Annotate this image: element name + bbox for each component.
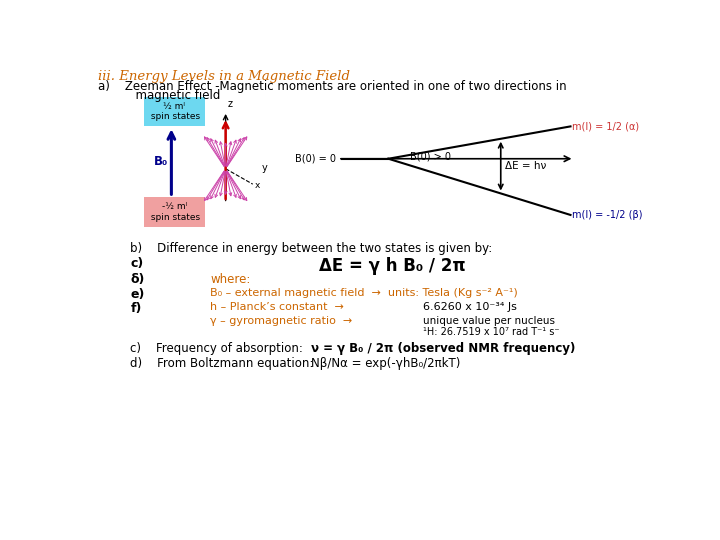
Text: B(0) > 0: B(0) > 0 (410, 151, 451, 161)
Text: B₀ – external magnetic field  →  units: Tesla (Kg s⁻² A⁻¹): B₀ – external magnetic field → units: Te… (210, 288, 518, 298)
Text: h – Planck’s constant  →: h – Planck’s constant → (210, 302, 344, 312)
Text: z: z (228, 99, 233, 110)
Text: iii. Energy Levels in a Magnetic Field: iii. Energy Levels in a Magnetic Field (98, 70, 350, 83)
Text: b)    Difference in energy between the two states is given by:: b) Difference in energy between the two … (130, 242, 492, 255)
Text: γ – gyromagnetic ratio  →: γ – gyromagnetic ratio → (210, 316, 352, 326)
Text: m(I) = -1/2 (β): m(I) = -1/2 (β) (572, 210, 642, 220)
Text: ½ mᴵ
 spin states: ½ mᴵ spin states (148, 102, 201, 122)
Text: Nβ/Nα = exp(-γhB₀/2πkT): Nβ/Nα = exp(-γhB₀/2πkT) (311, 357, 460, 370)
FancyBboxPatch shape (144, 197, 204, 226)
Text: x: x (255, 181, 261, 190)
Text: B(0) = 0: B(0) = 0 (294, 154, 336, 164)
Text: e): e) (130, 288, 145, 301)
Text: where:: where: (210, 273, 251, 286)
Text: ¹H: 26.7519 x 10⁷ rad T⁻¹ s⁻: ¹H: 26.7519 x 10⁷ rad T⁻¹ s⁻ (423, 327, 559, 336)
Text: y: y (262, 163, 268, 173)
Text: ΔE = hν: ΔE = hν (505, 161, 546, 171)
Text: 6.6260 x 10⁻³⁴ Js: 6.6260 x 10⁻³⁴ Js (423, 302, 517, 312)
Text: ν = γ B₀ / 2π (observed NMR frequency): ν = γ B₀ / 2π (observed NMR frequency) (311, 342, 575, 355)
Text: B₀: B₀ (154, 156, 168, 168)
Text: magnetic field: magnetic field (98, 90, 220, 103)
Text: δ): δ) (130, 273, 145, 286)
Text: m(I) = 1/2 (α): m(I) = 1/2 (α) (572, 122, 639, 131)
Text: a)    Zeeman Effect -Magnetic moments are oriented in one of two directions in: a) Zeeman Effect -Magnetic moments are o… (98, 80, 567, 93)
FancyBboxPatch shape (144, 97, 204, 126)
Text: f): f) (130, 302, 142, 315)
Text: d)    From Boltzmann equation:: d) From Boltzmann equation: (130, 357, 314, 370)
Text: unique value per nucleus: unique value per nucleus (423, 316, 555, 326)
Text: c)    Frequency of absorption:: c) Frequency of absorption: (130, 342, 303, 355)
Text: -½ mᴵ
 spin states: -½ mᴵ spin states (148, 202, 201, 221)
Text: ΔE = γ h B₀ / 2π: ΔE = γ h B₀ / 2π (319, 257, 466, 275)
Text: c): c) (130, 257, 143, 271)
